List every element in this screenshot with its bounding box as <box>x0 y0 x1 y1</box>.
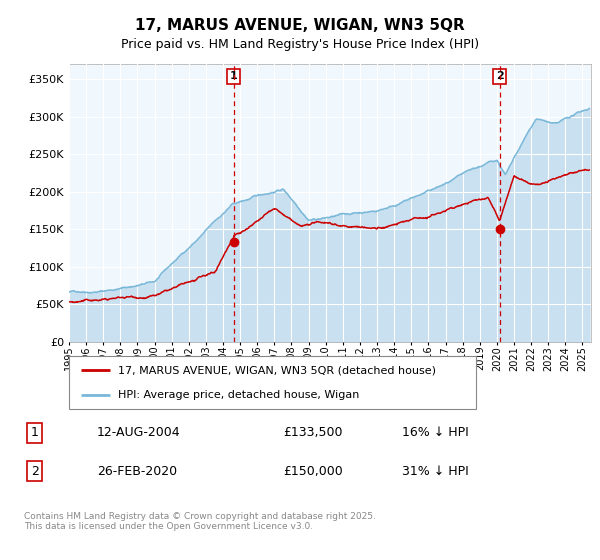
Text: 17, MARUS AVENUE, WIGAN, WN3 5QR: 17, MARUS AVENUE, WIGAN, WN3 5QR <box>135 18 465 32</box>
Text: 17, MARUS AVENUE, WIGAN, WN3 5QR (detached house): 17, MARUS AVENUE, WIGAN, WN3 5QR (detach… <box>118 366 436 376</box>
Text: 31% ↓ HPI: 31% ↓ HPI <box>401 464 468 478</box>
FancyBboxPatch shape <box>69 356 476 409</box>
Text: Contains HM Land Registry data © Crown copyright and database right 2025.
This d: Contains HM Land Registry data © Crown c… <box>23 512 376 531</box>
Text: £133,500: £133,500 <box>283 426 343 440</box>
Text: HPI: Average price, detached house, Wigan: HPI: Average price, detached house, Wiga… <box>118 390 359 400</box>
Text: 1: 1 <box>230 71 238 81</box>
Text: 16% ↓ HPI: 16% ↓ HPI <box>401 426 468 440</box>
Text: 2: 2 <box>496 71 503 81</box>
Text: 12-AUG-2004: 12-AUG-2004 <box>97 426 181 440</box>
Text: £150,000: £150,000 <box>283 464 343 478</box>
Text: 1: 1 <box>31 426 39 440</box>
Text: Price paid vs. HM Land Registry's House Price Index (HPI): Price paid vs. HM Land Registry's House … <box>121 38 479 52</box>
Text: 26-FEB-2020: 26-FEB-2020 <box>97 464 177 478</box>
Text: 2: 2 <box>31 464 39 478</box>
